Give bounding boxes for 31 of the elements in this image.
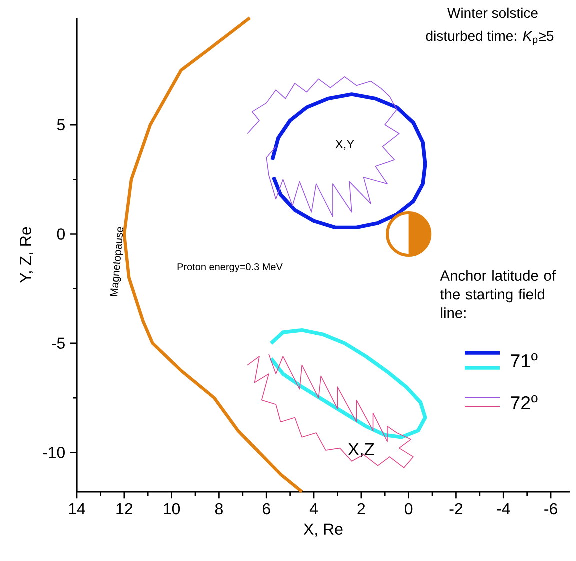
x-tick-label: -6: [544, 503, 558, 515]
line-series: [247, 76, 400, 218]
y-tick-label: -10: [43, 447, 65, 458]
y-tick-label: 0: [57, 228, 66, 240]
line-series: [270, 92, 428, 230]
x-tick-label: -4: [497, 503, 510, 514]
x-tick-label: 0: [404, 503, 413, 515]
x-tick-label: 8: [215, 503, 223, 515]
x-axis-title: X, Re: [304, 524, 343, 537]
line-series: [122, 16, 304, 494]
x-tick-label: 14: [69, 503, 86, 514]
y-tick-label: -5: [52, 338, 65, 350]
annotation: X,Y: [336, 140, 354, 150]
x-tick-label: 4: [310, 503, 318, 514]
y-axis-title: Y, Z, Re: [20, 227, 34, 283]
annotation: disturbed time: K$_{p}$≥5: [426, 30, 554, 46]
x-tick-label: 12: [116, 503, 132, 515]
annotation: Winter solstice: [448, 8, 538, 18]
line-series: [247, 354, 414, 468]
legend-title: Anchor latitude of the starting field line:: [440, 270, 556, 318]
x-tick-label: 2: [358, 503, 366, 515]
line-series: [269, 328, 428, 440]
legend-label: 71$^{o}$: [511, 353, 538, 368]
annotation: X,Z: [348, 443, 374, 458]
legend-label: 72$^{o}$: [511, 395, 538, 410]
x-tick-label: 6: [262, 503, 270, 515]
y-tick-label: 5: [57, 119, 65, 131]
x-tick-label: 10: [164, 503, 180, 515]
x-tick-label: -2: [450, 503, 463, 515]
annotation: Proton energy=0.3 MeV: [178, 263, 283, 273]
annotation: Magnetopause: [110, 227, 124, 296]
